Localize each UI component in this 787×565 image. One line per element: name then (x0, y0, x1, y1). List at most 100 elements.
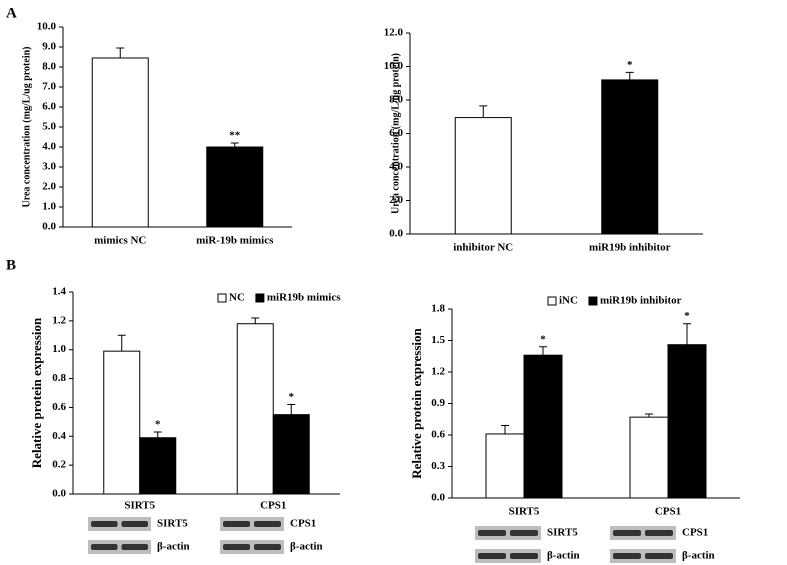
panel-label: B (6, 257, 16, 273)
bar (91, 57, 149, 228)
blot-label: SIRT5 (157, 518, 188, 530)
significance: * (684, 310, 690, 322)
error-bar (116, 47, 125, 58)
blot-label: CPS1 (290, 518, 316, 530)
blot-band (478, 553, 506, 559)
blot-label: CPS1 (682, 527, 708, 539)
error-bar (117, 334, 126, 352)
panel-label: A (6, 5, 17, 21)
blot-band (223, 544, 250, 550)
bar (206, 146, 264, 228)
blot-bg (475, 549, 541, 563)
bar (139, 437, 177, 495)
blot-band (613, 530, 641, 536)
bar (236, 323, 274, 495)
y-tick-label: 1.0 (52, 343, 66, 355)
y-tick-label: 10.0 (384, 60, 404, 72)
blot-band (478, 530, 506, 536)
significance: * (289, 391, 295, 403)
y-axis-label: Urea concentration (mg/L/ug protein) (390, 53, 401, 214)
blot-bg (475, 526, 541, 540)
y-tick-label: 12.0 (384, 27, 404, 39)
blot-band (645, 530, 673, 536)
blot-label: β-actin (290, 541, 323, 553)
error-bar (501, 425, 509, 434)
y-tick-label: 0.6 (52, 401, 66, 413)
blot-band (121, 544, 148, 550)
bar (629, 416, 669, 499)
y-tick-label: 1.5 (431, 334, 445, 346)
y-tick-label: 2.0 (42, 181, 56, 193)
blot-band (223, 521, 250, 527)
x-tick-label: SIRT5 (124, 500, 155, 512)
error-bar (539, 346, 547, 356)
error-bar (479, 105, 488, 118)
y-tick-label: 8.0 (42, 61, 56, 73)
x-tick-label: miR-19b mimics (196, 235, 274, 247)
error-bar (230, 142, 239, 147)
blot-bg (610, 549, 676, 563)
y-axis-label: Urea concentration (mg/L/ug protein) (21, 46, 32, 207)
y-tick-label: 0.0 (431, 492, 445, 504)
blot-band (91, 521, 118, 527)
error-bar (645, 413, 653, 418)
blot-band (254, 521, 281, 527)
blot-label: β-actin (682, 550, 715, 562)
bar (454, 117, 512, 235)
y-tick-label: 1.0 (42, 201, 56, 213)
significance: * (540, 333, 546, 345)
y-tick-label: 0.8 (52, 372, 66, 384)
legend-label: iNC (559, 295, 578, 307)
x-tick-label: mimics NC (94, 235, 146, 247)
y-tick-label: 9.0 (42, 41, 56, 53)
y-tick-label: 0.9 (431, 397, 445, 409)
blot-band (510, 530, 538, 536)
x-tick-label: miR19b inhibitor (589, 242, 671, 254)
blot-bg (88, 540, 151, 554)
blot-bg (610, 526, 676, 540)
blot-band (645, 553, 673, 559)
y-tick-label: 0.6 (431, 429, 445, 441)
significance: * (627, 59, 633, 71)
blot-band (121, 521, 148, 527)
y-tick-label: 4.0 (389, 161, 403, 173)
y-tick-label: 8.0 (389, 94, 403, 106)
y-tick-label: 0.3 (431, 460, 445, 472)
bar (103, 350, 141, 495)
x-tick-label: CPS1 (655, 506, 681, 518)
bar (601, 79, 659, 235)
error-bar (625, 71, 634, 80)
legend-swatch (588, 296, 598, 306)
y-tick-label: 0.4 (52, 430, 66, 442)
y-tick-label: 10.0 (37, 21, 57, 33)
blot-bg (220, 540, 284, 554)
significance: ** (229, 130, 241, 142)
error-bar (683, 323, 691, 345)
y-tick-label: 1.4 (52, 286, 66, 298)
error-bar (153, 431, 162, 438)
legend-swatch (255, 293, 265, 303)
significance: * (155, 418, 161, 430)
y-tick-label: 4.0 (42, 141, 56, 153)
legend-label: miR19b inhibitor (600, 295, 682, 307)
legend-label: miR19b mimics (267, 292, 341, 304)
bar (523, 354, 563, 499)
y-tick-label: 6.0 (42, 101, 56, 113)
legend-swatch (217, 293, 227, 303)
y-tick-label: 0.0 (52, 488, 66, 500)
x-tick-label: SIRT5 (509, 506, 540, 518)
error-bar (251, 317, 260, 324)
legend-swatch (547, 296, 557, 306)
blot-bg (220, 517, 284, 531)
blot-band (91, 544, 118, 550)
y-tick-label: 7.0 (42, 81, 56, 93)
blot-label: β-actin (157, 541, 190, 553)
error-bar (287, 404, 296, 415)
y-tick-label: 0.2 (52, 459, 66, 471)
x-tick-label: CPS1 (260, 500, 286, 512)
y-tick-label: 5.0 (42, 121, 56, 133)
blot-band (254, 544, 281, 550)
y-tick-label: 6.0 (389, 127, 403, 139)
